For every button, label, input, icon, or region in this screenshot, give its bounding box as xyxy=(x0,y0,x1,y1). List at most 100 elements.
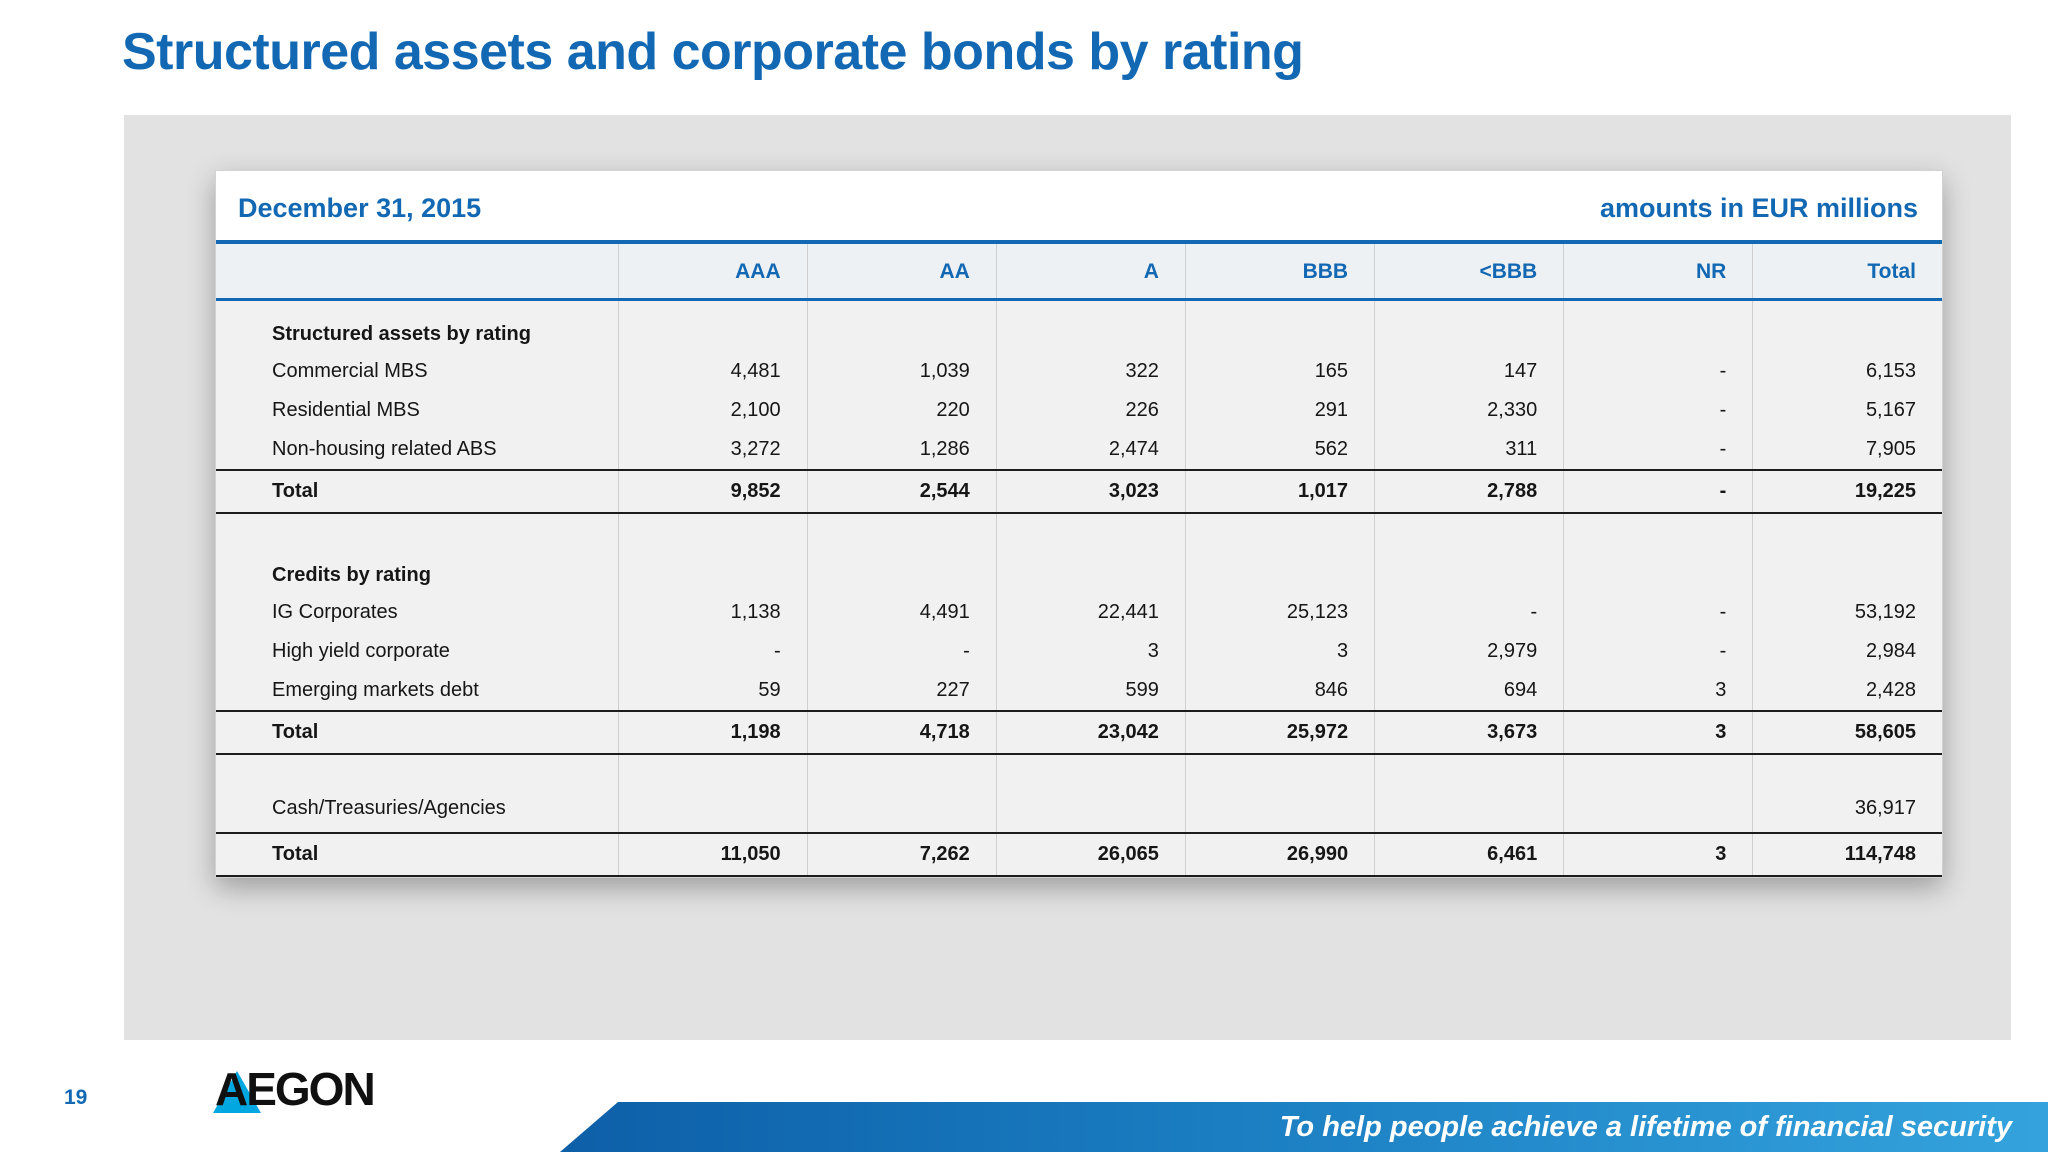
total-row: Total 11,050 7,262 26,065 26,990 6,461 3 114,74… xyxy=(216,832,1942,877)
value-cell: 25,972 xyxy=(1184,710,1375,755)
value-cell xyxy=(806,542,997,593)
value-cell: - xyxy=(1563,352,1753,391)
column-header: AAA xyxy=(617,244,808,301)
column-header: BBB xyxy=(1184,244,1375,301)
value-cell: 291 xyxy=(1184,391,1375,430)
spacer-cell xyxy=(216,754,618,783)
value-cell xyxy=(1752,513,1942,542)
value-cell xyxy=(806,783,997,833)
table-row: Commercial MBS 4,481 1,039 322 165 147-6,153 xyxy=(216,352,1942,391)
value-cell: 9,852 xyxy=(617,469,808,514)
value-cell: - xyxy=(1563,632,1753,671)
value-cell xyxy=(806,513,997,542)
value-cell xyxy=(1563,542,1753,593)
value-cell: 562 xyxy=(1184,430,1375,470)
value-cell xyxy=(1374,299,1564,352)
value-cell xyxy=(1563,513,1753,542)
row-label: High yield corporate xyxy=(216,632,618,671)
value-cell: - xyxy=(806,632,997,671)
value-cell xyxy=(995,299,1186,352)
value-cell: 58,605 xyxy=(1752,710,1942,755)
value-cell: 59 xyxy=(617,671,808,711)
value-cell: 3 xyxy=(1563,832,1753,877)
value-cell: 1,198 xyxy=(617,710,808,755)
value-cell: 2,330 xyxy=(1374,391,1564,430)
units-label: amounts in EUR millions xyxy=(1599,193,1918,223)
value-cell xyxy=(1374,542,1564,593)
value-cell: 22,441 xyxy=(995,593,1186,632)
value-cell: 7,905 xyxy=(1752,430,1942,470)
value-cell: 7,262 xyxy=(806,832,997,877)
value-cell xyxy=(1563,783,1753,833)
value-cell: 3 xyxy=(1563,710,1753,755)
value-cell: 1,138 xyxy=(617,593,808,632)
value-cell: 26,065 xyxy=(995,832,1186,877)
value-cell: 5,167 xyxy=(1752,391,1942,430)
value-cell: 53,192 xyxy=(1752,593,1942,632)
value-cell xyxy=(1184,299,1375,352)
header-divider xyxy=(216,240,1942,244)
value-cell: - xyxy=(617,632,808,671)
value-cell xyxy=(995,754,1186,783)
column-header: AA xyxy=(806,244,997,301)
spacer-cell xyxy=(216,513,618,542)
value-cell: 3,272 xyxy=(617,430,808,470)
section-header: Structured assets by rating xyxy=(216,299,618,352)
table-row: Non-housing related ABS 3,272 1,286 2,474 56… xyxy=(216,430,1942,470)
column-header-row: AAA AA A BBB <BBB NR Total xyxy=(216,244,1942,301)
value-cell xyxy=(995,542,1186,593)
value-cell: 2,788 xyxy=(1374,469,1564,514)
value-cell xyxy=(1563,754,1753,783)
value-cell: 1,286 xyxy=(806,430,997,470)
value-cell: 1,039 xyxy=(806,352,997,391)
footer-tagline: To help people achieve a lifetime of fin… xyxy=(1279,1110,2012,1143)
row-label: Residential MBS xyxy=(216,391,618,430)
value-cell: 25,123 xyxy=(1184,593,1375,632)
rating-table-body: Structured assets by rating Commercial MB… xyxy=(216,299,1942,877)
table-row: Residential MBS 2,100 220 226 291 2,330-5,167 xyxy=(216,391,1942,430)
total-label: Total xyxy=(216,710,618,755)
value-cell: 2,100 xyxy=(617,391,808,430)
value-cell xyxy=(1184,513,1375,542)
rating-table: AAA AA A BBB <BBB NR Total Structured assets b… xyxy=(216,244,1942,877)
value-cell: 3,023 xyxy=(995,469,1186,514)
value-cell: 3 xyxy=(1184,632,1375,671)
value-cell xyxy=(1563,299,1753,352)
table-row: IG Corporates 1,138 4,491 22,441 25,123- -53,… xyxy=(216,593,1942,632)
value-cell xyxy=(995,513,1186,542)
spacer-row xyxy=(216,513,1942,542)
logo-text: AEGON xyxy=(215,1063,376,1115)
column-header: <BBB xyxy=(1374,244,1564,301)
value-cell: 2,544 xyxy=(806,469,997,514)
value-cell xyxy=(617,754,808,783)
table-row: High yield corporate - -3 3 2,979-2,984 xyxy=(216,632,1942,671)
page-title: Structured assets and corporate bonds by… xyxy=(122,23,1304,81)
value-cell xyxy=(995,783,1186,833)
value-cell: 6,153 xyxy=(1752,352,1942,391)
value-cell: - xyxy=(1563,391,1753,430)
value-cell: - xyxy=(1374,593,1564,632)
value-cell: 226 xyxy=(995,391,1186,430)
value-cell: - xyxy=(1563,469,1753,514)
section-header-row: Credits by rating xyxy=(216,542,1942,593)
value-cell: - xyxy=(1563,430,1753,470)
value-cell xyxy=(1752,754,1942,783)
value-cell xyxy=(1184,542,1375,593)
value-cell: 846 xyxy=(1184,671,1375,711)
value-cell: 11,050 xyxy=(617,832,808,877)
value-cell: 694 xyxy=(1374,671,1564,711)
value-cell: 2,428 xyxy=(1752,671,1942,711)
value-cell: 3 xyxy=(995,632,1186,671)
column-header: A xyxy=(995,244,1186,301)
table-card: December 31, 2015 amounts in EUR million… xyxy=(215,170,1943,878)
row-label: Cash/Treasuries/Agencies xyxy=(216,783,618,833)
value-cell xyxy=(1752,542,1942,593)
value-cell: 2,474 xyxy=(995,430,1186,470)
value-cell xyxy=(617,513,808,542)
logo-triangle-icon xyxy=(213,1071,261,1113)
value-cell xyxy=(1374,754,1564,783)
row-label: Non-housing related ABS xyxy=(216,430,618,470)
aegon-logo: AEGON xyxy=(213,1058,376,1120)
value-cell: 114,748 xyxy=(1752,832,1942,877)
